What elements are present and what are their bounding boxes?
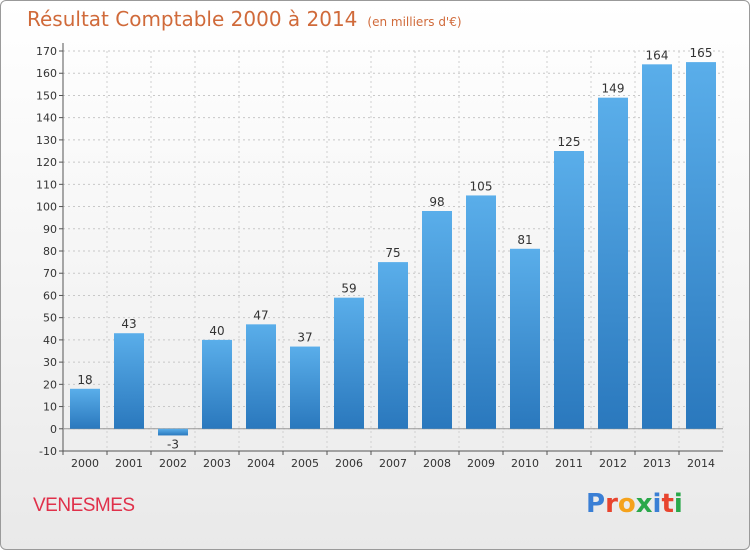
data-label-2007: 75 (385, 246, 400, 260)
bar-2002 (158, 428, 188, 436)
x-tick-label-2005: 2005 (291, 457, 319, 470)
data-label-2009: 105 (470, 179, 493, 193)
bar-2013 (642, 64, 672, 429)
x-tick-label-2014: 2014 (687, 457, 715, 470)
bar-2005 (290, 346, 320, 429)
x-tick-label-2011: 2011 (555, 457, 583, 470)
y-tick-label: 120 (36, 156, 57, 169)
data-labels: 18 43 -3 40 47 37 59 75 98 105 81 125 149 164 165 (77, 46, 712, 451)
x-tick-label-2002: 2002 (159, 457, 187, 470)
y-tick-label: 80 (43, 245, 57, 258)
x-tick-label-2003: 2003 (203, 457, 231, 470)
x-tick-label-2006: 2006 (335, 457, 363, 470)
y-tick-label: 150 (36, 89, 57, 102)
bar-2012 (598, 97, 628, 429)
bar-2011 (554, 151, 584, 429)
x-tick-label-2010: 2010 (511, 457, 539, 470)
logo-letter: P (586, 489, 606, 519)
data-label-2014: 165 (690, 46, 713, 60)
chart-subtitle: (en milliers d'€) (367, 15, 462, 29)
bar-2004 (246, 324, 276, 429)
data-label-2013: 164 (646, 48, 669, 62)
logo-letter: r (605, 489, 618, 519)
y-tick-label: 10 (43, 401, 57, 414)
y-tick-label: 40 (43, 334, 57, 347)
y-tick-label: 100 (36, 201, 57, 214)
y-tick-label: -10 (39, 445, 57, 458)
logo-letter: x (635, 489, 653, 519)
commune-name: VENESMES (33, 495, 135, 516)
y-tick-label: 110 (36, 178, 57, 191)
x-tick-label-2001: 2001 (115, 457, 143, 470)
bar-2001 (114, 333, 144, 429)
bar-2009 (466, 195, 496, 429)
data-label-2002: -3 (167, 437, 179, 451)
logo-letter: i (652, 489, 662, 519)
bar-2007 (378, 262, 408, 429)
y-tick-label: 50 (43, 312, 57, 325)
y-tick-label: 140 (36, 112, 57, 125)
logo-letter: o (617, 489, 636, 519)
y-tick-label: 90 (43, 223, 57, 236)
data-label-2008: 98 (429, 195, 444, 209)
x-tick-label-2009: 2009 (467, 457, 495, 470)
x-tick-label-2007: 2007 (379, 457, 407, 470)
bar-2000 (70, 388, 100, 429)
logo-letter: t (661, 489, 674, 519)
data-label-2006: 59 (341, 282, 356, 296)
data-label-2001: 43 (121, 317, 136, 331)
y-tick-label: 170 (36, 45, 57, 58)
data-label-2012: 149 (602, 82, 625, 96)
bar-2003 (202, 339, 232, 429)
data-label-2003: 40 (209, 324, 224, 338)
x-tick-label-2012: 2012 (599, 457, 627, 470)
bar-2006 (334, 297, 364, 429)
data-label-2005: 37 (297, 331, 312, 345)
chart-title: Résultat Comptable 2000 à 2014 (en millie… (27, 7, 462, 31)
data-label-2004: 47 (253, 308, 268, 322)
bar-2014 (686, 62, 716, 429)
y-tick-label: 60 (43, 289, 57, 302)
y-tick-label: 0 (50, 423, 57, 436)
y-tick-label: 160 (36, 67, 57, 80)
logo-letter: i (673, 489, 683, 519)
x-tick-label-2004: 2004 (247, 457, 275, 470)
data-label-2000: 18 (77, 373, 92, 387)
y-tick-label: 70 (43, 267, 57, 280)
y-tick-label: 20 (43, 378, 57, 391)
y-tick-labels: -10 0 10 20 30 40 50 60 70 80 90 100 110 120 130 140 150… (36, 45, 63, 458)
data-label-2011: 125 (558, 135, 581, 149)
chart-title-text: Résultat Comptable 2000 à 2014 (27, 7, 358, 31)
y-tick-label: 130 (36, 134, 57, 147)
x-tick-label-2008: 2008 (423, 457, 451, 470)
bars (70, 62, 716, 436)
x-tick-label-2013: 2013 (643, 457, 671, 470)
bar-2008 (422, 211, 452, 429)
x-tick-label-2000: 2000 (71, 457, 99, 470)
y-tick-label: 30 (43, 356, 57, 369)
bar-2010 (510, 248, 540, 429)
x-tick-labels: 2000 2001 2002 2003 2004 2005 2006 2007 2008 2009… (62, 451, 715, 470)
data-label-2010: 81 (517, 233, 532, 247)
proxiti-logo: Proxiti (586, 489, 683, 519)
